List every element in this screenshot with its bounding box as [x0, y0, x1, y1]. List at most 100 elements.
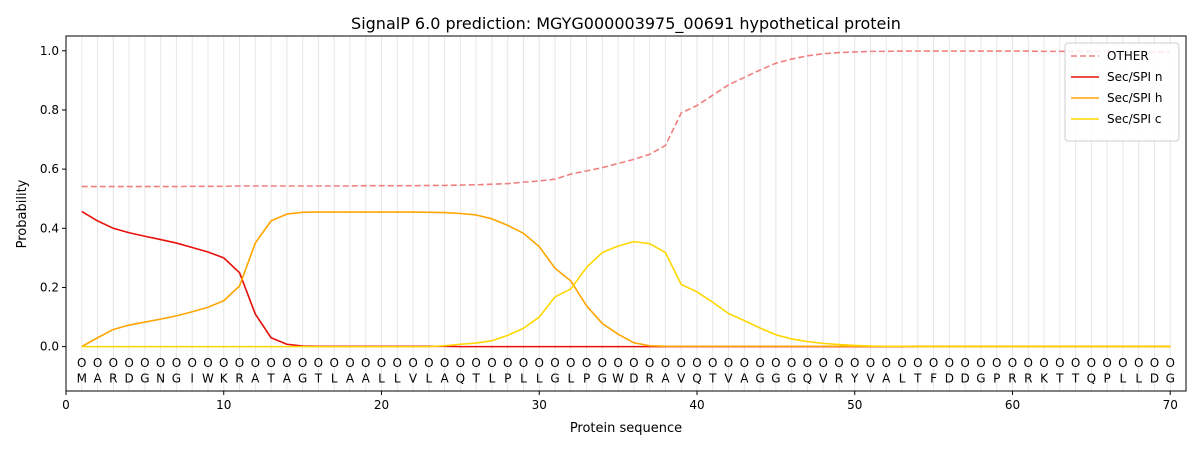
region-label: O	[850, 356, 859, 370]
residue-label: A	[251, 372, 260, 386]
residue-label: I	[190, 372, 194, 386]
region-label: O	[1055, 356, 1064, 370]
residue-label: G	[787, 372, 796, 386]
residue-label: R	[1008, 372, 1016, 386]
residue-label: T	[471, 372, 480, 386]
legend-label: OTHER	[1107, 49, 1149, 63]
series-line-sec-spi-n	[81, 210, 1171, 348]
residue-label: V	[409, 372, 418, 386]
residue-label: L	[489, 372, 496, 386]
region-label: O	[913, 356, 922, 370]
residue-label: G	[298, 372, 307, 386]
x-tick-label: 50	[847, 398, 862, 412]
residue-label: R	[645, 372, 653, 386]
region-label: O	[535, 356, 544, 370]
residue-label: A	[283, 372, 292, 386]
x-tick-label: 60	[1005, 398, 1020, 412]
residue-label: L	[1135, 372, 1142, 386]
residue-label: R	[835, 372, 843, 386]
region-label: O	[93, 356, 102, 370]
residue-label: T	[314, 372, 323, 386]
region-label: O	[219, 356, 228, 370]
region-label: O	[629, 356, 638, 370]
region-label: O	[424, 356, 433, 370]
residue-label: A	[882, 372, 891, 386]
region-label: O	[329, 356, 338, 370]
region-label: O	[1071, 356, 1080, 370]
residue-label: A	[93, 372, 102, 386]
region-label: O	[676, 356, 685, 370]
region-label: O	[661, 356, 670, 370]
residue-label: A	[740, 372, 749, 386]
region-label: O	[803, 356, 812, 370]
residue-label: F	[930, 372, 937, 386]
residue-label: Q	[803, 372, 812, 386]
residue-label: K	[220, 372, 229, 386]
x-tick-label: 0	[62, 398, 70, 412]
residue-label: T	[266, 372, 275, 386]
residue-label: D	[629, 372, 638, 386]
series-line-sec-spi-h	[81, 211, 1171, 348]
region-label: O	[724, 356, 733, 370]
series-lines	[81, 50, 1171, 348]
region-label: O	[1165, 356, 1174, 370]
region-label: O	[503, 356, 512, 370]
region-label: O	[1134, 356, 1143, 370]
region-label: O	[1102, 356, 1111, 370]
region-label: O	[755, 356, 764, 370]
plot-frame	[65, 35, 1187, 392]
residue-label: R	[235, 372, 243, 386]
y-tick-label: 0.0	[40, 340, 59, 354]
region-label: O	[140, 356, 149, 370]
region-label: O	[408, 356, 417, 370]
x-tick-label: 40	[689, 398, 704, 412]
region-label: O	[235, 356, 244, 370]
region-label: O	[298, 356, 307, 370]
residue-label: A	[440, 372, 449, 386]
region-label: O	[929, 356, 938, 370]
residue-label: L	[425, 372, 432, 386]
region-label: O	[1118, 356, 1127, 370]
region-label: O	[124, 356, 133, 370]
residue-label: P	[1104, 372, 1111, 386]
region-label: O	[866, 356, 875, 370]
residue-label: G	[755, 372, 764, 386]
residue-label: D	[124, 372, 133, 386]
residue-label: G	[771, 372, 780, 386]
region-label: O	[818, 356, 827, 370]
region-label: O	[1150, 356, 1159, 370]
y-tick-label: 0.4	[40, 221, 59, 235]
y-tick-label: 0.8	[40, 103, 59, 117]
residue-label: T	[708, 372, 717, 386]
region-label: O	[251, 356, 260, 370]
legend: OTHER Sec/SPI n Sec/SPI h Sec/SPI c	[1064, 42, 1180, 142]
region-label: O	[487, 356, 496, 370]
region-label: O	[613, 356, 622, 370]
residue-label: L	[899, 372, 906, 386]
region-label: O	[393, 356, 402, 370]
region-label: O	[314, 356, 323, 370]
y-axis-label: Probability	[15, 179, 30, 248]
residue-label: G	[550, 372, 559, 386]
residue-label: Q	[692, 372, 701, 386]
region-label: O	[1087, 356, 1096, 370]
residue-label: M	[77, 372, 87, 386]
residue-label: D	[961, 372, 970, 386]
region-label: O	[834, 356, 843, 370]
residue-label: V	[866, 372, 875, 386]
region-label: O	[976, 356, 985, 370]
residue-label: G	[172, 372, 181, 386]
residue-label: G	[598, 372, 607, 386]
residue-label: L	[536, 372, 543, 386]
region-label: O	[1039, 356, 1048, 370]
residue-label: A	[346, 372, 355, 386]
residue-label: R	[109, 372, 117, 386]
region-label: O	[456, 356, 465, 370]
region-label: O	[1008, 356, 1017, 370]
region-label: O	[598, 356, 607, 370]
x-tick-label: 30	[532, 398, 547, 412]
residue-label: L	[1120, 372, 1127, 386]
residue-label: L	[331, 372, 338, 386]
residue-label: P	[504, 372, 511, 386]
